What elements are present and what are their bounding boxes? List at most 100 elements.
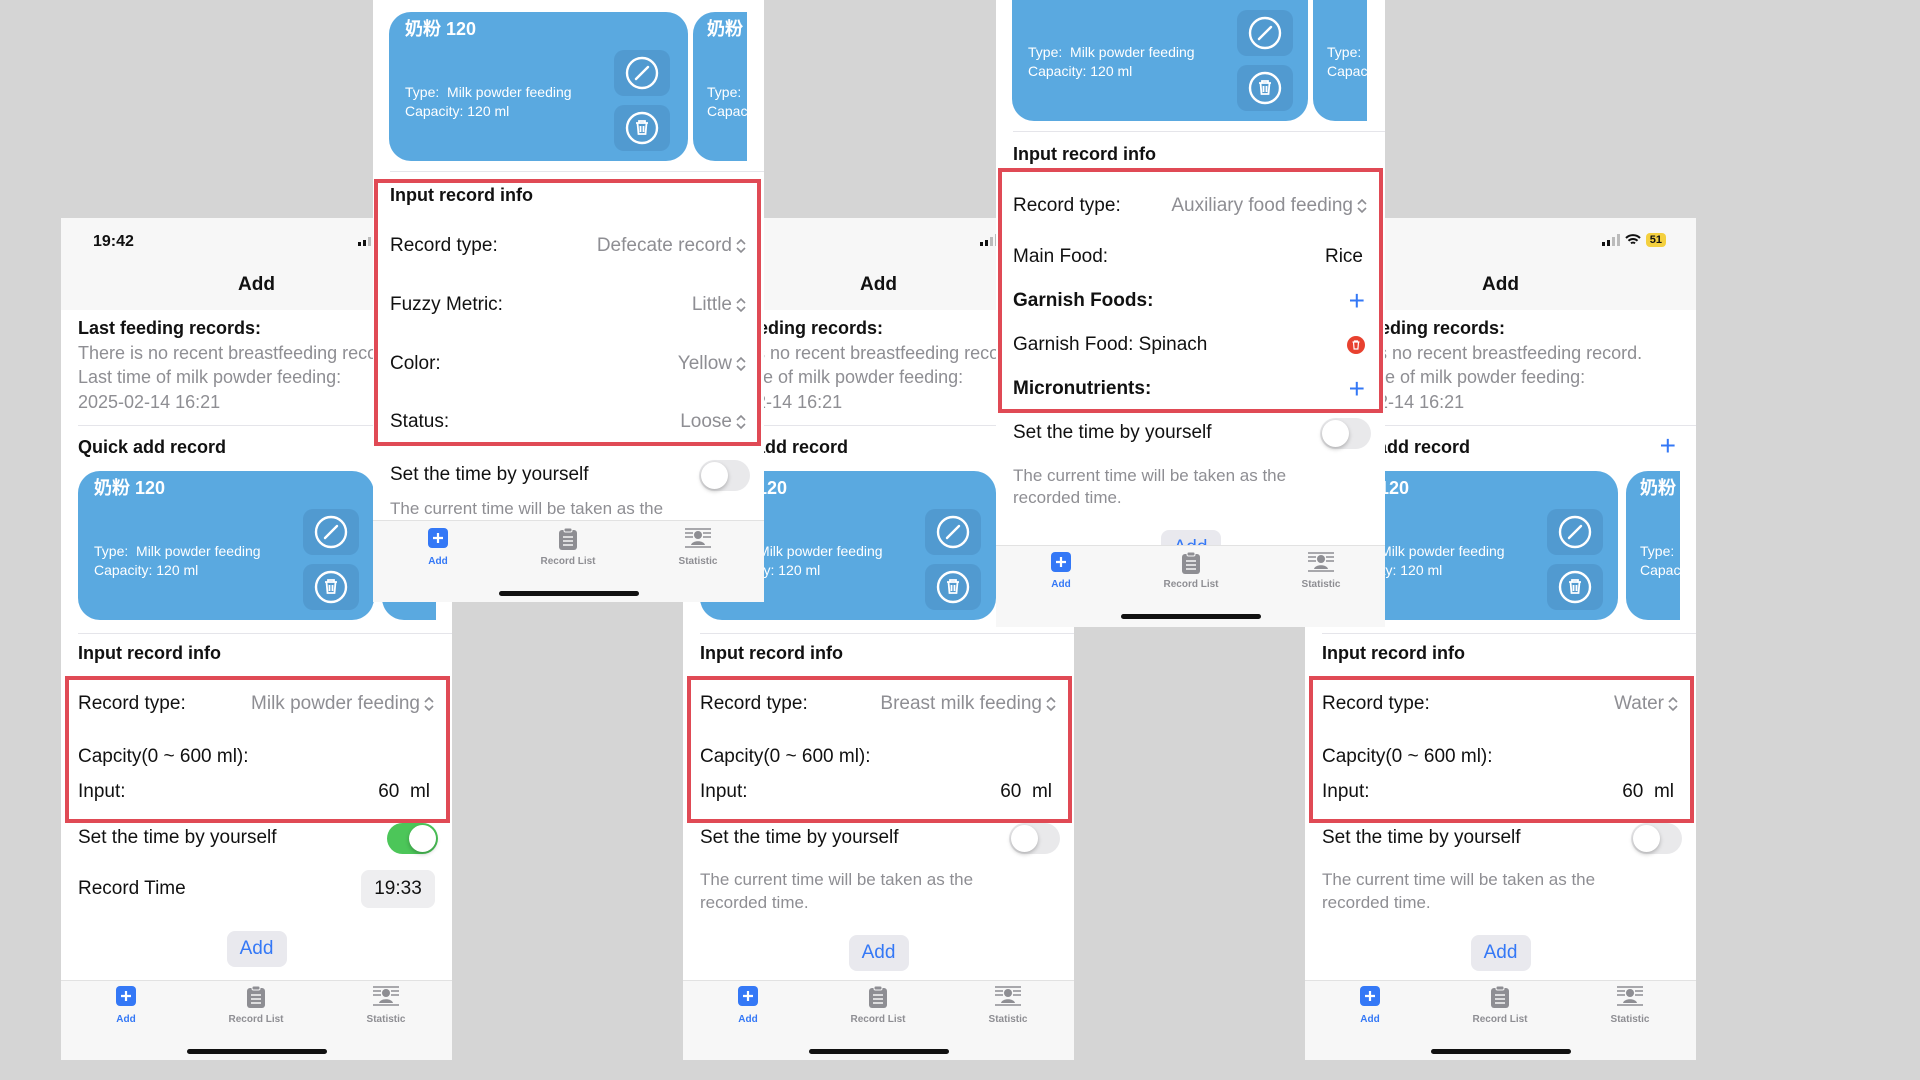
trash-icon <box>1558 570 1592 604</box>
last-feeding-heading: Last feeding records: <box>1385 316 1505 340</box>
edit-card-button[interactable] <box>925 509 981 555</box>
capacity-input[interactable]: 60 ml <box>378 780 430 804</box>
add-button[interactable]: Add <box>226 931 287 967</box>
add-button[interactable]: Add <box>1470 935 1531 971</box>
set-time-toggle[interactable] <box>1631 823 1682 854</box>
capacity-input[interactable]: 60 ml <box>1622 780 1674 804</box>
set-time-toggle[interactable] <box>1009 823 1060 854</box>
last-feeding-line: 2025-02-14 16:21 <box>78 392 221 412</box>
quick-add-card-2[interactable]: 奶粉 Type: Capacity: 120 ml <box>1626 471 1680 620</box>
card-type-label: Type: <box>405 84 440 100</box>
record-time-picker[interactable]: 19:33 <box>361 870 435 908</box>
delete-card-button[interactable] <box>1547 564 1603 610</box>
record-type-label: Record type: <box>700 693 808 714</box>
delete-garnish-icon[interactable] <box>1347 336 1365 354</box>
delete-card-button[interactable] <box>1237 65 1293 111</box>
clipped-content: Last time of milk powder feeding: <box>1385 367 1586 387</box>
divider <box>700 633 1074 634</box>
chevron-up-down-icon <box>736 238 746 254</box>
tab-icon <box>226 985 286 1014</box>
main-food-input[interactable]: Rice <box>1324 246 1363 267</box>
last-feeding-heading: Last feeding records: <box>764 316 883 340</box>
add-micronutrient-button[interactable]: + <box>1348 373 1365 404</box>
set-time-label: Set the time by yourself <box>1013 422 1212 443</box>
edit-icon <box>1558 515 1592 549</box>
edit-card-button[interactable] <box>614 50 670 96</box>
clipped-content: Last feeding records: <box>764 318 884 338</box>
quick-add-card-2[interactable]: 奶粉 Type: Capacity: 120 ml <box>1313 0 1367 121</box>
quick-add-card-2[interactable]: 奶粉 Type: Capacity: 120 ml <box>693 12 747 161</box>
last-feeding-line: 2025-02-14 16:21 <box>1385 390 1464 414</box>
edit-card-button[interactable] <box>1237 10 1293 56</box>
main-food-label: Main Food: <box>1013 246 1109 267</box>
clipped-content: Type: Milk powder feeding <box>1385 542 1505 560</box>
field-picker[interactable]: Yellow <box>678 352 746 376</box>
set-time-toggle[interactable] <box>387 823 438 854</box>
clipboard-icon <box>1491 985 1509 1008</box>
edit-card-button[interactable] <box>303 509 359 555</box>
tab-label: Statistic <box>1610 1014 1650 1025</box>
tab-label: Add <box>1360 1014 1380 1025</box>
chevron-up-down-icon <box>1668 696 1678 712</box>
card-type: Type: Milk powder feeding <box>764 542 883 560</box>
signal-icon <box>979 234 996 246</box>
record-type-picker[interactable]: Defecate record <box>597 234 746 258</box>
card-type-label: Type: <box>1028 44 1063 60</box>
clipped-content: There is no recent breastfeeding record. <box>78 343 373 363</box>
edit-card-button[interactable] <box>1547 509 1603 555</box>
quick-add-card[interactable]: 奶粉 120 Type: Milk powder feeding Capacit… <box>389 12 688 161</box>
card-type: Type: Milk powder feeding <box>405 83 572 101</box>
card-capacity: Capacity: 120 ml <box>707 103 747 119</box>
plus-square-icon <box>1360 986 1380 1006</box>
card-type-value: Milk powder feeding <box>1070 44 1195 60</box>
set-time-toggle[interactable] <box>699 460 750 491</box>
highlight-box <box>998 168 1383 413</box>
record-type-picker[interactable]: Auxiliary food feeding <box>1171 194 1367 218</box>
card-type: Type: Milk powder feeding <box>1385 542 1505 560</box>
quick-add-card[interactable]: 奶粉 120 Type: Milk powder feeding Capacit… <box>78 471 374 620</box>
tab-icon <box>1161 551 1221 580</box>
clipboard-icon <box>559 527 577 550</box>
capacity-label: Capcity(0 ~ 600 ml): <box>1322 746 1493 767</box>
quick-add-card[interactable]: 奶粉 120 Type: Milk powder feeding Capacit… <box>1012 0 1308 121</box>
quick-add-heading: Quick add record <box>78 437 227 457</box>
tab-label: Add <box>116 1014 136 1025</box>
card-type: Type: Milk powder feeding <box>1028 43 1195 61</box>
micronutrients-label: Micronutrients: <box>1013 378 1152 399</box>
clipped-content: Add <box>238 274 275 295</box>
set-time-label: Set the time by yourself <box>1322 827 1521 848</box>
record-type-picker[interactable]: Water <box>1614 692 1678 716</box>
capacity-input[interactable]: 60 ml <box>1000 780 1052 804</box>
tab-icon <box>408 527 468 554</box>
record-type-picker[interactable]: Milk powder feeding <box>251 692 434 716</box>
delete-card-button[interactable] <box>925 564 981 610</box>
record-type-picker[interactable]: Breast milk feeding <box>880 692 1056 716</box>
add-garnish-button[interactable]: + <box>1348 285 1365 316</box>
field-picker[interactable]: Loose <box>680 410 746 434</box>
input-heading: Input record info <box>1013 144 1156 164</box>
statistic-icon <box>1617 986 1643 1006</box>
set-time-toggle[interactable] <box>1320 418 1371 449</box>
clipped-content: 奶粉 120 <box>764 478 788 498</box>
hint-line: The current time will be taken as the <box>1322 870 1596 889</box>
chevron-up-down-icon <box>1357 198 1367 214</box>
last-feeding-heading: Last feeding records: <box>78 318 262 338</box>
field-value: Yellow <box>677 353 732 374</box>
delete-card-button[interactable] <box>303 564 359 610</box>
delete-card-button[interactable] <box>614 105 670 151</box>
tab-icon <box>1600 985 1660 1012</box>
input-heading: Input record info <box>390 185 533 205</box>
capacity-label: Capcity(0 ~ 600 ml): <box>78 746 249 767</box>
phone-screen-2: 奶粉 120 Type: Milk powder feeding Capacit… <box>373 0 764 602</box>
card-capacity: Capacity: 120 ml <box>1640 562 1680 578</box>
add-quick-record-button[interactable]: + <box>1659 430 1676 461</box>
tab-label: Statistic <box>1301 579 1341 590</box>
record-type-label: Record type: <box>1322 693 1430 714</box>
add-button[interactable]: Add <box>848 935 909 971</box>
input-heading: Input record info <box>78 643 221 663</box>
field-picker[interactable]: Little <box>692 293 746 317</box>
hint-line: The current time will be taken as the <box>700 870 974 889</box>
tab-label: Add <box>738 1014 758 1025</box>
home-indicator <box>808 1049 949 1054</box>
card-capacity: Capacity: 120 ml <box>1028 63 1133 79</box>
